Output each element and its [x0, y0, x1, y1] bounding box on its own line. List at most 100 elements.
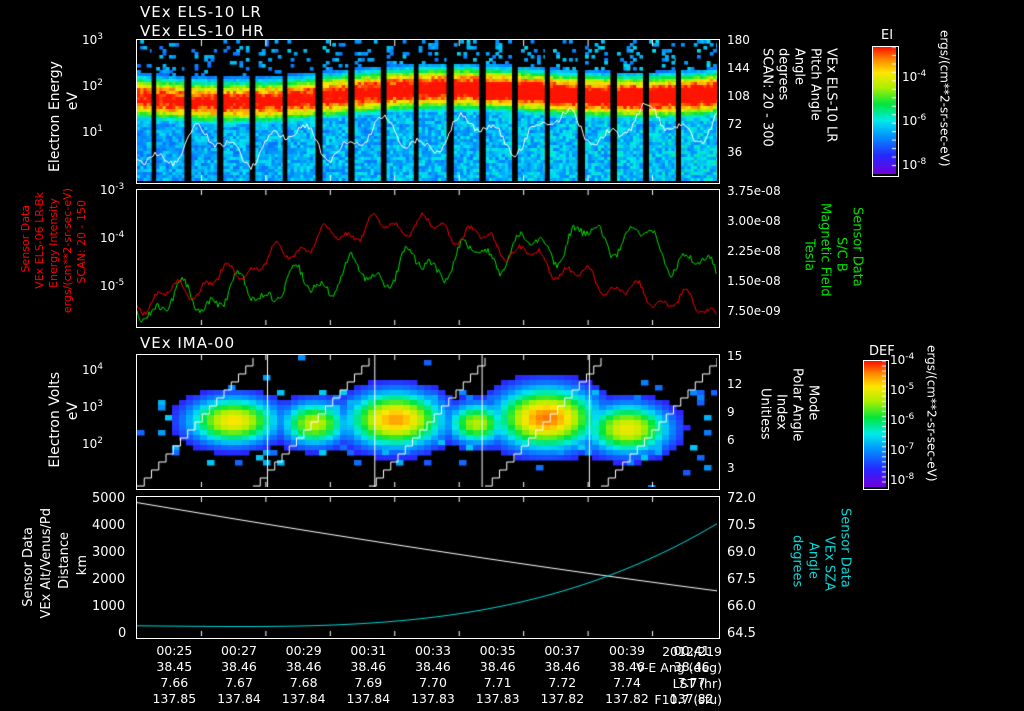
panel3-right-tick-9: 9: [727, 405, 735, 419]
panel4-left-label-quantity-source: VEx Alt/Venus/Pd: [39, 508, 54, 619]
panel1-right-label-scan: SCAN: 20 - 300: [759, 48, 775, 147]
bottom-axis-time-value: 00:41: [673, 643, 710, 658]
panel2-left-label-instrument: VEx ELS-06 LR-Bk: [33, 192, 46, 289]
panel1-right-tick-36: 36: [727, 145, 743, 159]
bottom-axis-lst-value: 7.72: [548, 675, 577, 690]
panel1-title-lr: VEx ELS-10 LR: [140, 3, 262, 21]
panel1-ytick-1: 101: [82, 124, 104, 139]
colorbar2-tick-4: 10-8: [890, 472, 915, 487]
panel4-right-tick-4: 66.0: [727, 599, 756, 614]
bottom-axis-lst-value: 7.77: [677, 675, 706, 690]
panel4-ytick-5000: 5000: [92, 491, 126, 506]
colorbar2-tick-0: 10-4: [890, 352, 915, 367]
bottom-axis-ve-ang-value: 38.46: [609, 659, 645, 674]
panel1-right-tick-144: 144: [727, 61, 750, 75]
panel1-right-label-angle: Angle: [791, 48, 807, 85]
colorbar1: [872, 46, 899, 177]
bottom-axis-f107-value: 137.84: [346, 691, 391, 706]
bottom-axis-ve-ang-value: 38.46: [221, 659, 257, 674]
colorbar1-units: ergs/(cm**2-sr-sec-eV): [937, 30, 952, 167]
panel3-right-label-index: Index: [773, 394, 789, 430]
colorbar1-tick-0: 10-4: [902, 69, 927, 84]
panel2-ytick-1: 10-4: [100, 230, 125, 245]
panel3-right-tick-6: 6: [727, 433, 735, 447]
colorbar1-tick-1: 10-6: [902, 113, 927, 128]
bottom-axis-row-ve-ang: V-E Ang (deg): [0, 659, 730, 675]
bottom-axis-row-lst: LST (hr): [0, 675, 730, 691]
panel4-altitude-sza[interactable]: [136, 496, 720, 639]
panel4-right-tick-5: 64.5: [727, 626, 756, 641]
bottom-axis-row-f107: F10.7 (sfu): [0, 691, 730, 707]
panel2-left-label-sensor-data: Sensor Data: [19, 205, 32, 273]
bottom-axis-time-value: 00:31: [350, 643, 387, 658]
panel4-right-tick-0: 72.0: [727, 491, 756, 506]
bottom-axis-lst-value: 7.74: [613, 675, 641, 690]
bottom-axis-f107-value: 137.83: [475, 691, 520, 706]
panel1-right-label-instrument: VEx ELS-10 LR: [823, 48, 839, 143]
panel3-right-tick-12: 12: [727, 377, 743, 391]
bottom-axis-f107-value: 137.82: [540, 691, 585, 706]
panel2-right-label-sc-b: S/C B: [833, 237, 849, 272]
panel3-ytick-2: 102: [82, 436, 104, 451]
bottom-axis-ve-ang-value: 38.46: [350, 659, 387, 674]
bottom-axis-ve-ang-value: 38.46: [673, 659, 710, 674]
panel1-electron-energy-spectrogram[interactable]: [136, 39, 720, 184]
bottom-axis-time-value: 00:29: [285, 643, 322, 658]
panel2-right-tick-2: 2.25e-08: [727, 244, 781, 258]
panel1-right-label-degrees: degrees: [775, 48, 791, 101]
bottom-axis-lst-value: 7.68: [289, 675, 318, 690]
panel2-right-tick-1: 3.00e-08: [727, 214, 781, 228]
panel3-right-tick-15: 15: [727, 349, 743, 363]
bottom-axis-f107-value: 137.84: [217, 691, 261, 706]
panel1-left-axis-units: eV: [65, 92, 81, 111]
panel4-right-tick-2: 69.0: [727, 545, 756, 560]
colorbar2: [863, 360, 889, 490]
panel2-right-tick-0: 3.75e-08: [727, 184, 781, 198]
colorbar1-label: EI: [881, 28, 894, 43]
bottom-axis-time-value: 00:39: [608, 643, 645, 658]
colorbar2-tick-3: 10-7: [890, 442, 915, 457]
panel4-right-label-degrees: degrees: [789, 535, 805, 588]
bottom-axis-label-lst: LST (hr): [672, 675, 722, 691]
bottom-axis-time-value: 00:35: [479, 643, 516, 658]
bottom-axis-lst-value: 7.66: [160, 675, 189, 690]
bottom-axis-values: 00:25 00:27 00:29 00:31 00:33 00:35 00:37 00:39…: [136, 643, 718, 711]
panel4-right-label-sensor-data: Sensor Data: [837, 508, 853, 588]
panel3-title: VEx IMA-00: [140, 334, 236, 352]
bottom-axis-label-ve-ang: V-E Ang (deg): [636, 659, 722, 675]
bottom-axis-row-time: 2012/219: [0, 643, 730, 659]
panel4-left-label-sensor-data: Sensor Data: [21, 527, 36, 607]
colorbar2-label: DEF: [869, 344, 895, 359]
panel2-left-label-units: ergs/(cm**2-sr-sec-eV): [61, 188, 74, 314]
panel3-right-label-unitless: Unitless: [757, 388, 773, 440]
panel2-right-label-sensor-data: Sensor Data: [849, 207, 865, 287]
panel1-ytick-3: 103: [82, 32, 104, 47]
panel4-ytick-0: 0: [118, 626, 127, 641]
bottom-axis-ve-ang-value: 38.46: [479, 659, 516, 674]
bottom-axis-lst-value: 7.71: [483, 675, 512, 690]
bottom-axis-f107-value: 137.82: [669, 691, 714, 706]
bottom-axis-lst-value: 7.70: [419, 675, 447, 690]
panel4-right-label-vex-sza: VEx SZA: [821, 536, 837, 591]
bottom-axis-label-date: 2012/219: [662, 643, 722, 659]
panel4-left-label-units: km: [75, 555, 90, 576]
bottom-axis-time-value: 00:27: [220, 643, 257, 658]
panel3-left-axis-units: eV: [65, 402, 81, 421]
colorbar2-units: ergs/(cm**2-sr-sec-eV): [924, 345, 939, 482]
bottom-axis-f107-value: 137.84: [281, 691, 326, 706]
bottom-axis-ve-ang-value: 38.46: [544, 659, 581, 674]
bottom-axis-time-value: 00:37: [544, 643, 581, 658]
panel3-ima-spectrogram[interactable]: [136, 354, 720, 490]
bottom-axis-table: 2012/219 V-E Ang (deg) LST (hr) F10.7 (s…: [0, 643, 730, 707]
bottom-axis-label-f107: F10.7 (sfu): [654, 691, 722, 707]
panel2-left-label-scan: SCAN: 20 - 150: [75, 200, 88, 284]
panel4-ytick-3000: 3000: [92, 545, 126, 560]
panel3-ytick-4: 104: [82, 362, 104, 377]
bottom-axis-f107-value: 137.85: [152, 691, 197, 706]
panel3-ytick-3: 103: [82, 399, 104, 414]
bottom-axis-lst-value: 7.67: [225, 675, 253, 690]
panel4-right-tick-3: 67.5: [727, 572, 756, 587]
panel2-right-tick-3: 1.50e-08: [727, 274, 781, 288]
bottom-axis-time-value: 00:33: [414, 643, 451, 658]
panel2-energy-intensity-magnetic-field[interactable]: [136, 189, 720, 328]
